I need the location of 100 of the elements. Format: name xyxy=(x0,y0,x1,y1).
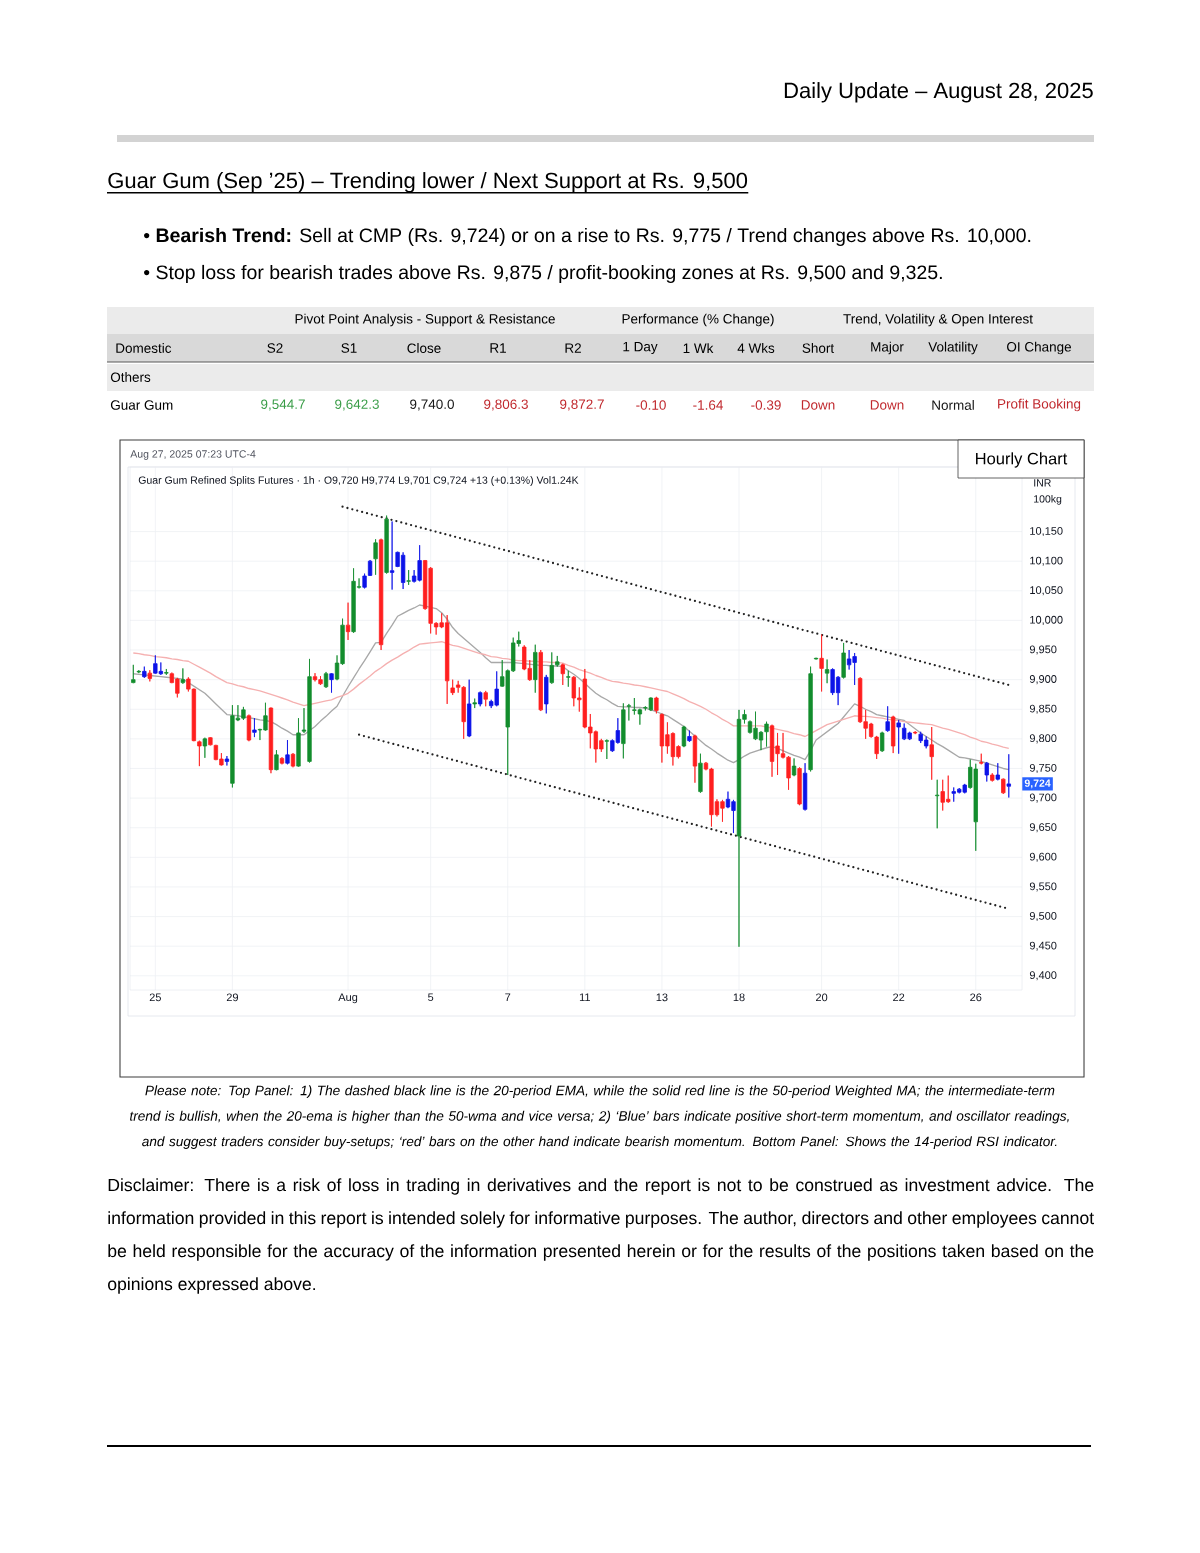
candlestick xyxy=(483,690,488,707)
candlestick xyxy=(879,731,885,753)
text: Short xyxy=(802,343,835,353)
candlestick xyxy=(604,739,609,760)
candlestick xyxy=(208,736,213,746)
text: Major xyxy=(871,341,904,355)
candlestick xyxy=(896,719,901,755)
text: Daily Update – August 28, 2025 xyxy=(784,82,1093,103)
candlestick xyxy=(538,649,543,712)
candlestick xyxy=(913,730,918,735)
text: S2 xyxy=(267,343,283,353)
candlestick xyxy=(687,730,692,743)
y-tick-label: 9,500 xyxy=(1029,912,1057,922)
y-tick-label: 10,000 xyxy=(1030,615,1063,625)
x-tick-label: 29 xyxy=(226,993,239,1002)
candlestick xyxy=(345,602,351,641)
x-tick-label: 18 xyxy=(733,993,745,1002)
text: Close xyxy=(407,343,441,353)
candlestick xyxy=(268,707,274,774)
candlestick xyxy=(202,737,208,759)
candlestick xyxy=(467,679,472,738)
text: -0.39 xyxy=(751,400,781,410)
candlestick xyxy=(819,634,824,692)
x-tick-label: 20 xyxy=(816,993,828,1002)
candlestick xyxy=(797,766,802,806)
candlestick xyxy=(373,538,378,576)
candlestick xyxy=(1001,778,1006,795)
y-tick-label: 9,800 xyxy=(1029,734,1057,744)
candlestick xyxy=(180,667,186,685)
x-tick-label: 7 xyxy=(505,993,511,1001)
candlestick xyxy=(929,726,934,781)
text: • Bearish Trend: Sell at CMP (Rs. 9,724) or on a rise to Rs. 9,775 / Trend changes above Rs. 10,000. xyxy=(144,227,1031,247)
y-tick-label: 9,600 xyxy=(1029,852,1057,862)
candlestick xyxy=(549,651,554,685)
text: R1 xyxy=(490,343,506,353)
y-tick-label: 10,050 xyxy=(1030,586,1063,596)
candlestick xyxy=(164,668,169,676)
y-tick-label: 10,150 xyxy=(1030,527,1063,537)
text: 1 Day xyxy=(623,341,658,355)
candlestick xyxy=(296,717,301,768)
candlestick xyxy=(323,671,329,689)
candlestick xyxy=(692,734,698,784)
text: 9,806.3 xyxy=(484,399,528,411)
text: -1.64 xyxy=(693,400,723,410)
y-tick-label: 9,950 xyxy=(1029,645,1057,655)
text: OI Change xyxy=(1007,341,1072,355)
candlestick xyxy=(764,721,769,747)
y-tick-label: 9,850 xyxy=(1029,704,1057,714)
x-tick-label: 25 xyxy=(149,993,161,1002)
text: • Stop loss for bearish trades above Rs. 9,875 / profit-booking zones at Rs. 9,500 and 9,325. xyxy=(144,264,942,284)
text: Normal xyxy=(932,400,974,410)
candlestick xyxy=(621,702,626,759)
text: Disclaimer: There is a risk of loss in trading in derivatives and the report is not to be construed as investment advice. The information provided in this report is intended solely for informative purposes. The author, directors and other employees cannot be held responsible for the accuracy of the information presented herein or for the results of the positions taken based on the opinions expressed above. xyxy=(108,1178,1094,1294)
x-tick-label: Aug xyxy=(338,993,358,1004)
candlestick xyxy=(560,663,565,686)
candlestick xyxy=(472,698,477,709)
candlestick xyxy=(142,666,147,679)
text: Guar Gum xyxy=(110,400,173,410)
text: 9,642.3 xyxy=(335,399,379,411)
candlestick xyxy=(566,670,571,688)
candlestick xyxy=(990,772,995,782)
candlestick xyxy=(544,674,549,714)
x-tick-label: 13 xyxy=(656,993,668,1002)
candlestick xyxy=(995,762,1000,781)
y-tick-label: 9,700 xyxy=(1029,793,1057,803)
text: R2 xyxy=(565,343,581,353)
y-tick-label: 9,650 xyxy=(1029,823,1057,833)
candlestick xyxy=(681,725,687,748)
candlestick xyxy=(979,753,984,765)
candlestick xyxy=(378,538,384,651)
text: Performance (% Change) xyxy=(622,313,774,327)
text: Please note: Top Panel: 1) The dashed black line is the 20-period EMA, while the solid red line is the 50-period Weighted MA; the intermediate-term trend is bullish, when the 20-ema is higher than the 50-wma and vice versa; 2) ‘Blue’ bars indicate positive short-term momentum, and oscillator readings, and suggest traders consider buy-setups; ‘red’ bars on the other hand indicate bearish momentum. Bottom Panel: Shows the 14-period RSI indicator. xyxy=(130,1085,1069,1149)
candlestick xyxy=(131,664,136,684)
y-tick-label: 10,100 xyxy=(1030,556,1063,566)
candlestick xyxy=(224,755,230,766)
text: 9,872.7 xyxy=(560,399,604,411)
candlestick xyxy=(285,739,290,765)
text: Volatility xyxy=(928,341,978,355)
candlestick xyxy=(935,779,940,829)
candlestick xyxy=(478,691,483,707)
candlestick xyxy=(813,657,819,660)
text: Pivot Point Analysis - Support & Resistance xyxy=(295,313,555,327)
text: Guar Gum (Sep ’25) – Trending lower / Next Support at Rs. 9,500 xyxy=(108,172,748,193)
x-tick-label: 26 xyxy=(970,993,982,1002)
candlestick xyxy=(698,753,703,794)
y-tick-label: 9,750 xyxy=(1029,763,1057,774)
candlestick xyxy=(384,515,389,575)
x-tick-label: 11 xyxy=(579,993,590,1001)
x-tick-label: 22 xyxy=(893,993,905,1002)
candlestick xyxy=(1006,753,1011,798)
candlestick xyxy=(136,669,141,674)
candlestick xyxy=(406,569,411,586)
text: Trend, Volatility & Open Interest xyxy=(843,313,1033,327)
candlestick xyxy=(252,717,257,738)
candlestick xyxy=(841,642,846,679)
text: -0.10 xyxy=(636,400,666,410)
candlestick xyxy=(885,705,890,733)
candlestick xyxy=(246,714,252,742)
x-tick-label: 5 xyxy=(428,993,434,1002)
candlestick xyxy=(147,669,152,682)
